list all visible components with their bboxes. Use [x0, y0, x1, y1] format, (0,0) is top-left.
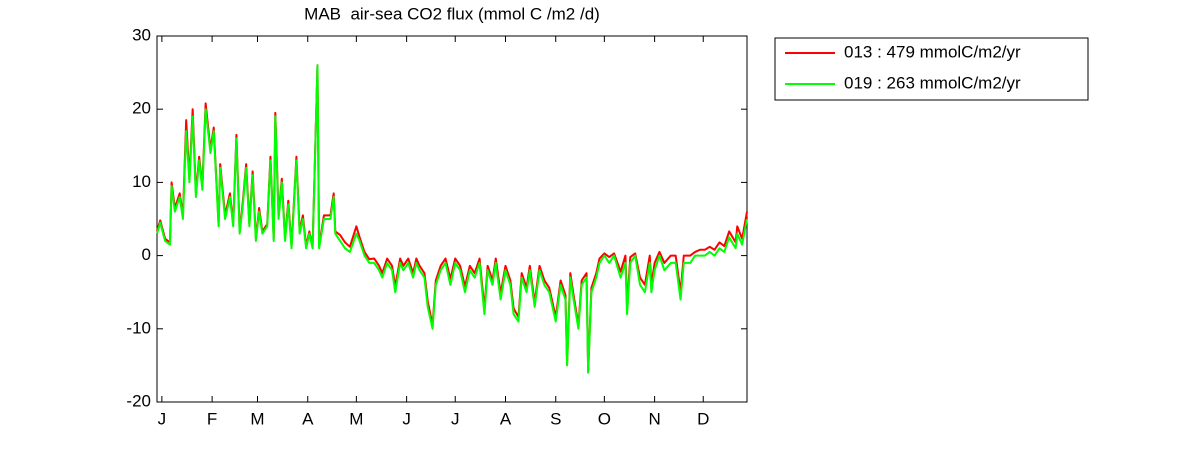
- x-tick-label: N: [648, 409, 660, 428]
- y-tick-label: 10: [132, 172, 151, 191]
- x-tick-label: M: [250, 409, 264, 428]
- plot-area: [156, 35, 748, 403]
- chart-title: MAB air-sea CO2 flux (mmol C /m2 /d): [304, 4, 600, 23]
- legend: [774, 37, 1089, 101]
- legend-label: 019 : 263 mmolC/m2/yr: [844, 73, 1021, 92]
- x-tick-label: A: [500, 409, 512, 428]
- x-tick-label: J: [451, 409, 460, 428]
- x-tick-label: D: [697, 409, 709, 428]
- x-tick-label: O: [598, 409, 611, 428]
- x-tick-label: M: [349, 409, 363, 428]
- x-tick-label: F: [207, 409, 217, 428]
- x-tick-label: J: [158, 409, 167, 428]
- legend-label: 013 : 479 mmolC/m2/yr: [844, 42, 1021, 61]
- y-tick-label: 0: [142, 245, 151, 264]
- y-tick-label: 30: [132, 25, 151, 44]
- y-tick-label: -10: [126, 318, 151, 337]
- y-tick-label: -20: [126, 391, 151, 410]
- x-tick-label: S: [550, 409, 561, 428]
- x-tick-label: J: [402, 409, 411, 428]
- x-tick-label: A: [302, 409, 314, 428]
- data-line: [156, 64, 748, 374]
- y-tick-label: 20: [132, 99, 151, 118]
